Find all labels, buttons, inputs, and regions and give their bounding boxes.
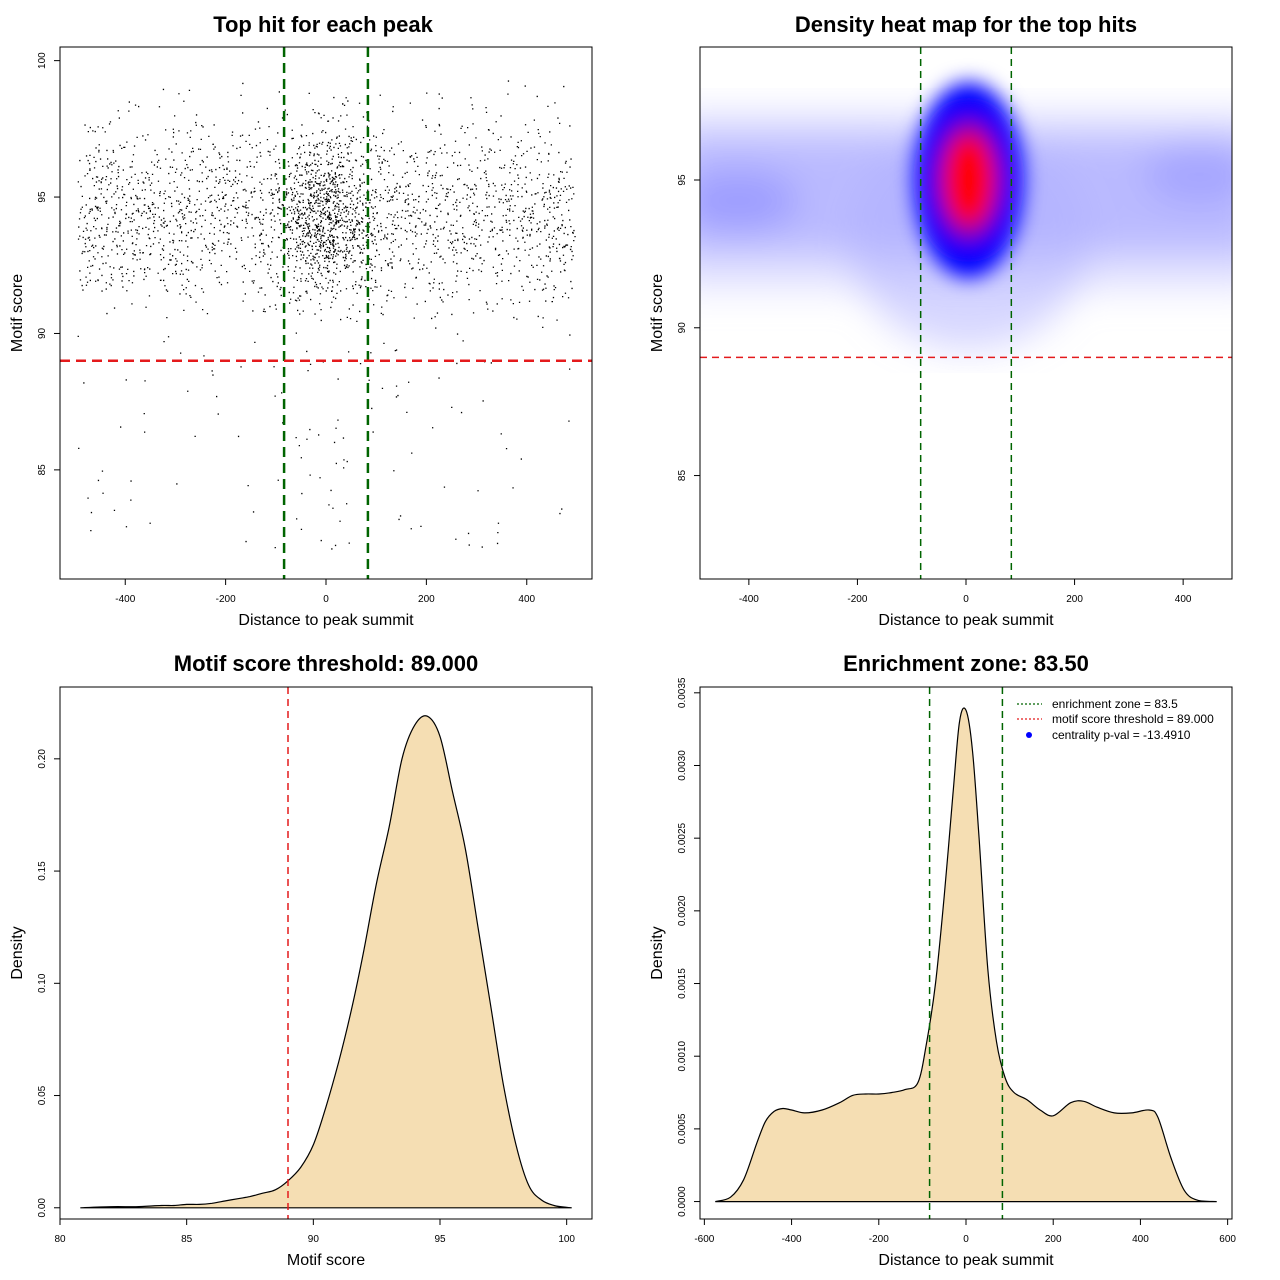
scatter-x-tick-label: -200 (216, 594, 236, 605)
enrichment-density-y-axis-label: Density (649, 926, 666, 979)
scatter-points (77, 80, 576, 550)
heatmap-x-tick-label: 200 (1066, 594, 1083, 605)
scatter-x-tick-label: 400 (518, 594, 535, 605)
heatmap-x-tick-label: 0 (963, 594, 969, 605)
score-density-y-tick-label: 0.15 (37, 861, 48, 881)
score-density-y-ticks: 0.00 0.05 0.10 0.15 0.20 (37, 749, 60, 1218)
score-density-x-tick-label: 90 (308, 1234, 320, 1245)
scatter-reference-lines (60, 47, 592, 579)
enrichment-density-y-tick-label: 0.0005 (677, 1113, 688, 1144)
score-density-x-tick-label: 85 (181, 1234, 193, 1245)
score-density-area (80, 715, 572, 1209)
score-density-y-tick-label: 0.10 (37, 973, 48, 993)
score-density-title: Motif score threshold: 89.000 (174, 651, 478, 676)
enrichment-density-y-tick-label: 0.0025 (677, 822, 688, 853)
heatmap-x-tick-label: 400 (1175, 594, 1192, 605)
enrichment-density-x-tick-label: 600 (1219, 1234, 1236, 1245)
enrichment-density-x-tick-label: -200 (869, 1234, 889, 1245)
score-density-panel: Motif score threshold: 89.000 80 85 90 95 10… (9, 651, 593, 1269)
score-density-x-tick-label: 100 (558, 1234, 575, 1245)
heatmap-density (700, 47, 1232, 579)
scatter-x-tick-label: -400 (115, 594, 135, 605)
heatmap-x-axis-label: Distance to peak summit (878, 612, 1054, 629)
scatter-y-tick-label: 85 (37, 464, 48, 476)
score-density-plot-frame (59, 686, 593, 1220)
enrichment-density-y-tick-label: 0.0035 (677, 677, 688, 708)
scatter-y-tick-label: 95 (37, 191, 48, 203)
heatmap-y-tick-label: 95 (677, 174, 688, 186)
enrichment-density-x-tick-label: -600 (694, 1234, 714, 1245)
enrichment-density-x-axis-label: Distance to peak summit (878, 1252, 1054, 1269)
enrichment-density-area (715, 707, 1217, 1203)
enrichment-density-x-tick-label: 0 (963, 1234, 969, 1245)
enrichment-density-y-tick-label: 0.0030 (677, 750, 688, 781)
heatmap-right-blob (1144, 144, 1232, 205)
scatter-point-cloud (77, 80, 576, 550)
scatter-title: Top hit for each peak (213, 12, 433, 37)
enrichment-density-y-tick-label: 0.0015 (677, 968, 688, 999)
heatmap-panel: Density heat map for the top hits -400 -2… (649, 12, 1233, 629)
enrichment-density-y-tick-label: 0.0000 (677, 1186, 688, 1217)
heatmap-x-tick-label: -200 (847, 594, 867, 605)
heatmap-title: Density heat map for the top hits (795, 12, 1137, 37)
enrichment-density-title: Enrichment zone: 83.50 (843, 651, 1089, 676)
heatmap-x-ticks: -400 -200 0 200 400 (739, 579, 1192, 605)
score-density-y-axis-label: Density (9, 926, 26, 979)
score-density-y-tick-label: 0.00 (37, 1198, 48, 1218)
scatter-y-axis-label: Motif score (9, 274, 26, 352)
score-density-x-axis-label: Motif score (287, 1252, 365, 1269)
scatter-y-tick-label: 90 (37, 327, 48, 339)
legend-item-pval: centrality p-val = -13.4910 (1052, 728, 1191, 742)
score-density-x-tick-label: 95 (434, 1234, 446, 1245)
score-density-x-ticks: 80 85 90 95 100 (54, 1219, 575, 1245)
enrichment-density-y-tick-label: 0.0020 (677, 895, 688, 926)
heatmap-x-tick-label: -400 (739, 594, 759, 605)
enrichment-density-x-tick-label: 200 (1045, 1234, 1062, 1245)
enrichment-zone-lines (928, 687, 1004, 1219)
legend-item-threshold: motif score threshold = 89.000 (1052, 712, 1214, 726)
scatter-x-axis-label: Distance to peak summit (238, 612, 414, 629)
score-density-x-tick-label: 80 (54, 1234, 66, 1245)
heatmap-y-axis-label: Motif score (649, 274, 666, 352)
chart-legend: enrichment zone = 83.5 motif score thres… (1017, 697, 1214, 742)
scatter-plot-frame (59, 46, 593, 580)
heatmap-y-tick-label: 85 (677, 470, 688, 482)
enrichment-density-x-ticks: -600 -400 -200 0 200 400 600 (694, 1219, 1236, 1245)
legend-pval-dot (1026, 732, 1032, 738)
score-density-y-tick-label: 0.05 (37, 1085, 48, 1105)
heatmap-y-ticks: 85 90 95 (677, 174, 700, 481)
scatter-x-tick-label: 0 (323, 594, 329, 605)
score-density-y-tick-label: 0.20 (37, 749, 48, 769)
scatter-y-ticks: 85 90 95 100 (37, 52, 60, 476)
enrichment-density-x-tick-label: -400 (782, 1234, 802, 1245)
scatter-y-tick-label: 100 (37, 52, 48, 69)
scatter-x-ticks: -400 -200 0 200 400 (115, 579, 536, 605)
heatmap-core-red (944, 134, 993, 226)
enrichment-density-y-tick-label: 0.0010 (677, 1040, 688, 1071)
legend-item-enrichment-zone: enrichment zone = 83.5 (1052, 697, 1178, 711)
heatmap-left-blob (700, 170, 798, 231)
enrichment-density-x-tick-label: 400 (1132, 1234, 1149, 1245)
enrichment-density-y-ticks: 0.0000 0.0005 0.0010 0.0015 0.0020 0.0025 0.00… (677, 677, 700, 1217)
scatter-panel: Top hit for each peak -400 -200 0 200 400 85… (9, 12, 593, 629)
heatmap-y-tick-label: 90 (677, 322, 688, 334)
scatter-x-tick-label: 200 (418, 594, 435, 605)
enrichment-density-panel: Enrichment zone: 83.50 -600 -400 -200 0 200 4… (649, 651, 1236, 1269)
